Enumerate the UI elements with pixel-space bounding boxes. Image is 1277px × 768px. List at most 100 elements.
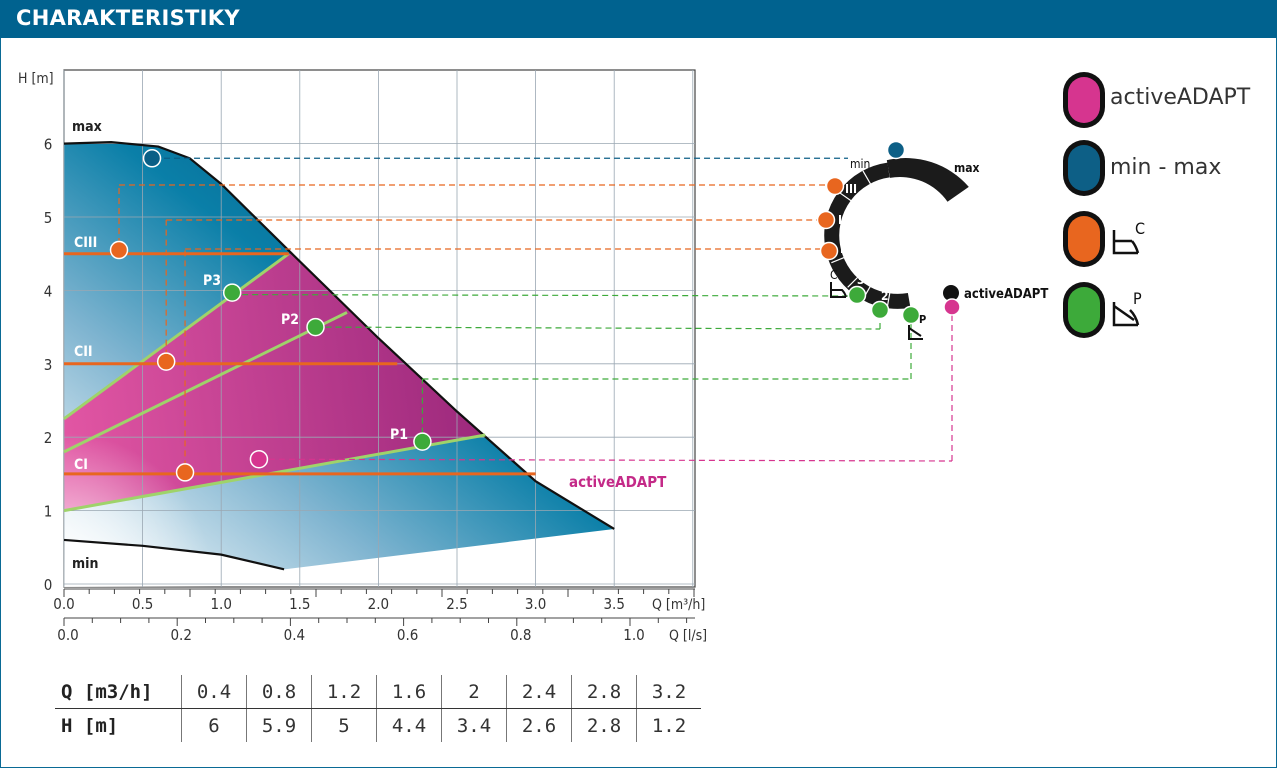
q-cell: 2.4 xyxy=(506,675,572,709)
x-tick-label-m3h: 2.5 xyxy=(446,595,467,613)
legend-activeadapt-label: activeADAPT xyxy=(1110,85,1251,110)
label-activeadapt: activeADAPT xyxy=(569,473,667,491)
q-cell: 1.6 xyxy=(376,675,442,709)
h-cell: 3.4 xyxy=(441,708,507,742)
label-max: max xyxy=(72,119,102,135)
label-p3: P3 xyxy=(203,273,221,289)
x-tick-label-ls: 0.2 xyxy=(170,626,191,644)
dial-label-ii: II xyxy=(838,213,846,227)
dial-max-label: max xyxy=(954,161,980,175)
marker-cii xyxy=(156,352,176,371)
x-tick-label-ls: 0.6 xyxy=(397,626,418,644)
dial-p2-dot xyxy=(870,300,890,320)
dial-label-3: 3 xyxy=(857,273,865,287)
h-cell: 6 xyxy=(181,708,247,742)
min-curve xyxy=(63,538,285,571)
dial-p-label: P xyxy=(919,313,926,326)
proportional-line-p2 xyxy=(63,311,348,454)
h-cell: 5.9 xyxy=(246,708,312,742)
marker-max xyxy=(142,149,162,168)
dial-p3-dot xyxy=(847,285,867,305)
dial-separator xyxy=(862,170,872,186)
q-header: Q [m3/h] xyxy=(55,675,182,709)
marker-p1 xyxy=(413,432,432,451)
x-tick-label-m3h: 1.0 xyxy=(210,595,231,613)
x-axis-label-ls: Q [l/s] xyxy=(669,628,707,644)
dial-min-label: min xyxy=(850,157,870,171)
dial-max-dot xyxy=(886,140,906,160)
h-cell: 4.4 xyxy=(376,708,442,742)
dial-separator xyxy=(847,275,860,288)
dial-adapt-black-dot xyxy=(943,285,959,301)
q-cell: 0.8 xyxy=(246,675,312,709)
dial-c2-dot xyxy=(816,210,836,230)
connector-p2-h xyxy=(325,326,881,330)
legend-swatch-minmax xyxy=(1063,140,1105,196)
legend-minmax-label: min - max xyxy=(1110,155,1222,180)
marker-activeadapt xyxy=(249,449,269,469)
x-axis-label-m3h: Q [m³/h] xyxy=(652,597,705,613)
legend-swatch-activeadapt xyxy=(1063,72,1105,128)
marker-ci xyxy=(175,463,195,482)
legend-swatch-proportional xyxy=(1063,282,1105,338)
dial-label-i: I xyxy=(840,242,844,256)
x-tick-label-m3h: 0.0 xyxy=(53,595,74,613)
x-tick-label-m3h: 0.5 xyxy=(132,595,153,613)
marker-p2 xyxy=(306,317,325,337)
connector-p3 xyxy=(242,294,849,297)
proportional-line-p3 xyxy=(63,252,290,421)
label-min: min xyxy=(72,556,98,572)
legend-swatch-constant xyxy=(1063,211,1105,267)
label-ci: CI xyxy=(74,457,88,473)
y-tick-label: 4 xyxy=(44,282,53,300)
label-p1: P1 xyxy=(390,427,408,443)
label-p2: P2 xyxy=(281,312,299,328)
dial-separator xyxy=(911,291,916,308)
dial-proportional-icon xyxy=(908,325,923,340)
dial-constant-icon xyxy=(830,282,847,298)
x-tick-label-ls: 0.0 xyxy=(57,626,78,644)
x-tick-label-ls: 0.8 xyxy=(510,626,531,644)
dial-separator xyxy=(831,256,847,264)
x-tick-label-ls: 1.0 xyxy=(623,626,644,644)
dial-c3-dot xyxy=(825,176,845,196)
label-cii: CII xyxy=(74,344,93,360)
dial-adapt-label: activeADAPT xyxy=(964,287,1048,302)
constant-symbol: C xyxy=(1135,219,1145,238)
dial-max-wedge xyxy=(886,158,969,202)
table-row-h: H [m] 6 5.9 5 4.4 3.4 2.6 2.8 1.2 xyxy=(55,708,701,742)
dial-label-2: 2 xyxy=(881,289,889,303)
page-title: CHARAKTERISTIKY xyxy=(16,6,240,30)
q-cell: 2 xyxy=(441,675,507,709)
x-tick-label-m3h: 2.0 xyxy=(368,595,389,613)
y-tick-label: 6 xyxy=(44,136,53,154)
x-tick-label-m3h: 3.0 xyxy=(525,595,546,613)
proportional-pressure-icon xyxy=(1112,302,1140,327)
qh-table: Q [m3/h] 0.4 0.8 1.2 1.6 2 2.4 2.8 3.2 H… xyxy=(55,675,701,742)
label-ciii: CIII xyxy=(74,235,97,251)
y-tick-label: 0 xyxy=(44,576,53,594)
dial-c1-dot xyxy=(819,241,839,261)
dial-separator xyxy=(839,192,853,203)
x-tick-label-m3h: 3.5 xyxy=(603,595,624,613)
x-tick-label-m3h: 1.5 xyxy=(289,595,310,613)
dial-p1-dot xyxy=(901,305,921,325)
dial-adapt-dot xyxy=(943,298,961,316)
constant-pressure-icon xyxy=(1112,230,1140,255)
marker-ciii xyxy=(109,240,129,260)
y-tick-label: 3 xyxy=(44,356,53,374)
h-cell: 2.8 xyxy=(571,708,637,742)
y-tick-label: 1 xyxy=(44,503,53,521)
h-cell: 5 xyxy=(311,708,377,742)
max-curve xyxy=(63,141,615,530)
dial-label-iii: III xyxy=(845,182,857,196)
y-axis-label: H [m] xyxy=(18,71,54,87)
dial-c-label: C xyxy=(830,268,838,282)
h-cell: 2.6 xyxy=(506,708,572,742)
h-header: H [m] xyxy=(61,714,119,737)
x-tick-label-ls: 0.4 xyxy=(284,626,305,644)
y-tick-label: 2 xyxy=(44,429,53,447)
q-cell: 3.2 xyxy=(636,675,701,709)
